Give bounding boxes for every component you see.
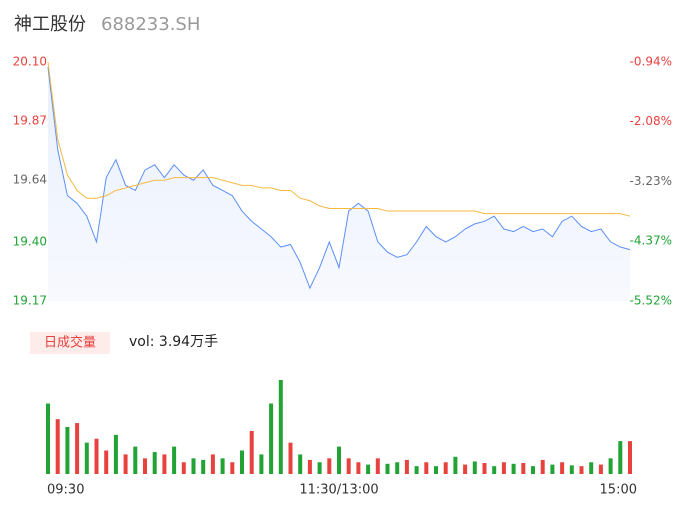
- volume-bar: [181, 462, 186, 474]
- volume-bar: [201, 459, 206, 474]
- y-tick-label: 20.10: [13, 55, 47, 69]
- y2-tick-label: -2.08%: [630, 114, 672, 128]
- volume-bar: [618, 441, 623, 474]
- y-tick-label: 19.40: [13, 234, 47, 248]
- volume-bar: [143, 458, 147, 474]
- volume-bar: [307, 459, 312, 474]
- volume-bar: [598, 464, 603, 474]
- volume-bar: [269, 403, 274, 474]
- volume-bar: [560, 462, 565, 474]
- volume-bar: [404, 459, 409, 474]
- volume-bar: [259, 454, 264, 474]
- volume-bar: [317, 462, 322, 474]
- volume-bar: [385, 463, 390, 474]
- volume-bar: [94, 438, 99, 474]
- volume-bar: [501, 462, 506, 474]
- y-tick-label: 19.87: [13, 114, 47, 128]
- volume-bar: [278, 380, 283, 474]
- volume-bar: [463, 464, 468, 474]
- volume-bar: [424, 462, 429, 474]
- volume-text: vol: 3.94万手: [129, 334, 218, 350]
- volume-bar: [434, 466, 438, 474]
- volume-bar: [443, 462, 448, 474]
- volume-bar: [240, 450, 244, 474]
- volume-bar: [356, 462, 361, 474]
- chart-subtitle: 688233.SH: [101, 14, 200, 35]
- volume-bar: [579, 466, 584, 474]
- volume-bar: [346, 458, 351, 474]
- volume-bar: [55, 419, 60, 474]
- volume-bar: [540, 459, 545, 474]
- volume-bar: [152, 452, 157, 474]
- volume-bar: [453, 456, 458, 474]
- volume-bar: [550, 464, 555, 474]
- y2-tick-label: -5.52%: [630, 294, 672, 308]
- average-line: [47, 61, 631, 217]
- volume-bar: [249, 430, 254, 474]
- volume-bar: [589, 462, 594, 474]
- volume-bar: [327, 458, 332, 474]
- volume-badge: [30, 332, 110, 354]
- volume-bar: [608, 458, 613, 474]
- volume-bar: [375, 458, 380, 474]
- x-tick-label: 11:30/13:00: [299, 483, 378, 498]
- volume-bar: [230, 462, 235, 474]
- volume-bar: [123, 454, 128, 474]
- volume-bar: [521, 463, 526, 474]
- price-area: [48, 67, 630, 301]
- x-tick-label: 15:00: [600, 483, 637, 498]
- volume-bar: [366, 464, 371, 474]
- y-tick-label: 19.64: [13, 173, 47, 187]
- volume-bar: [75, 423, 80, 474]
- volume-bar: [220, 458, 225, 474]
- volume-bar: [210, 454, 215, 474]
- y2-tick-label: -0.94%: [630, 55, 672, 69]
- price-line: [47, 67, 631, 290]
- volume-bar: [395, 462, 400, 474]
- volume-bar: [492, 466, 497, 474]
- volume-bar: [288, 442, 293, 474]
- volume-bar: [172, 446, 177, 474]
- volume-bar: [298, 454, 303, 474]
- volume-bar: [162, 454, 167, 474]
- volume-bar: [113, 434, 118, 474]
- volume-bar: [104, 450, 109, 474]
- volume-bar: [84, 442, 89, 474]
- volume-bar: [511, 463, 516, 474]
- volume-bar: [191, 458, 196, 474]
- volume-bar: [482, 463, 487, 474]
- chart-title: 神工股份: [14, 14, 86, 35]
- volume-bar: [569, 465, 574, 474]
- volume-bar: [472, 461, 477, 474]
- x-tick-label: 09:30: [47, 483, 84, 498]
- volume-bar: [65, 427, 70, 474]
- volume-bar: [337, 446, 341, 474]
- volume-bar: [531, 466, 535, 474]
- y2-tick-label: -4.37%: [630, 233, 672, 247]
- y-tick-label: 19.17: [13, 294, 47, 308]
- volume-bar: [414, 466, 419, 474]
- volume-bar: [46, 403, 50, 474]
- y2-tick-label: -3.23%: [630, 174, 672, 188]
- volume-label: 日成交量: [44, 335, 96, 351]
- volume-bar: [628, 441, 632, 474]
- volume-bar: [133, 446, 138, 474]
